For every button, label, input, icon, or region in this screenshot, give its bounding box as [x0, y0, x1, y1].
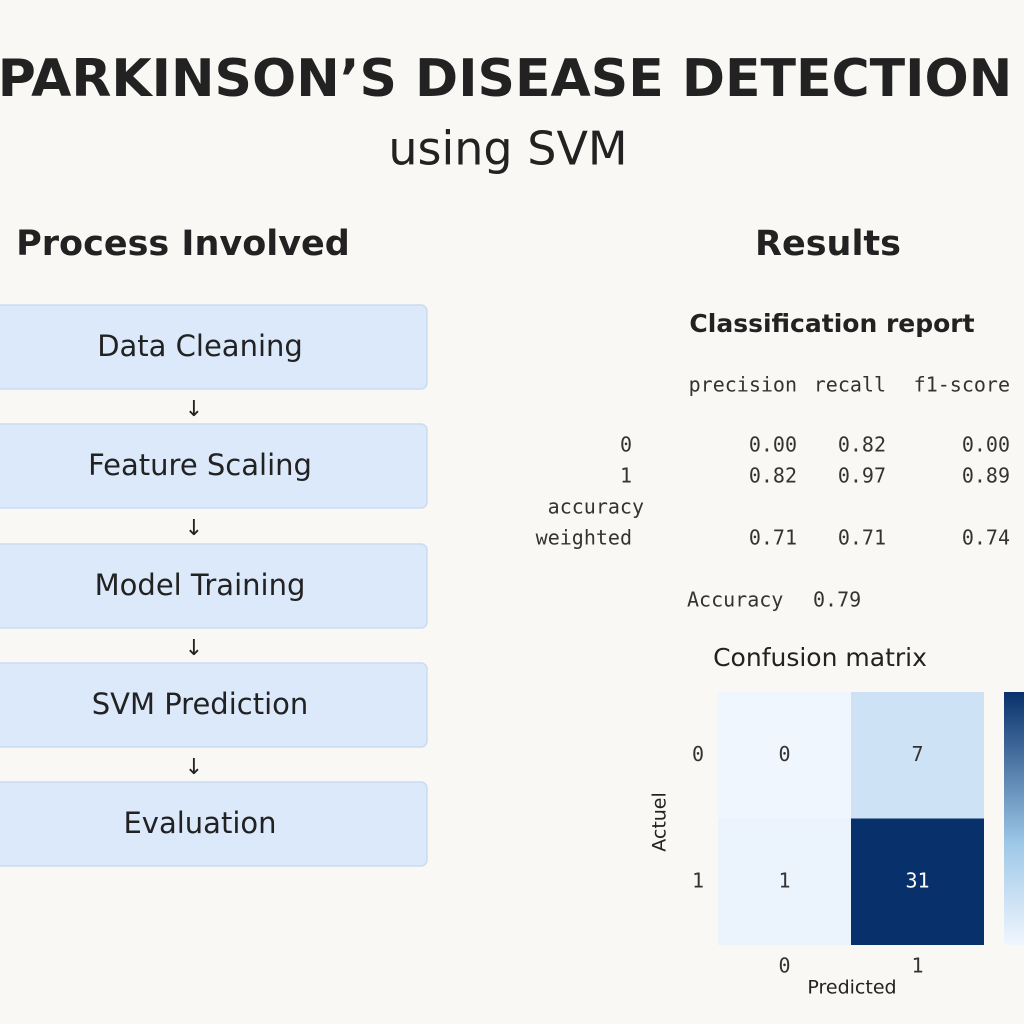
report-value: 0.82 — [838, 433, 886, 457]
section-title: Results — [755, 224, 901, 264]
report-value: 0.82 — [749, 464, 797, 488]
cell-value: 0 — [778, 742, 790, 766]
section-title: Process Involved — [16, 224, 350, 264]
cell-value: 31 — [905, 868, 929, 892]
subtitle: using SVM — [388, 122, 627, 176]
matrix-title: Confusion matrix — [713, 643, 927, 672]
step-label: Model Training — [95, 568, 306, 602]
matrix-cell — [718, 818, 851, 945]
accuracy-label: Accuracy — [687, 588, 783, 612]
report-value: 0.00 — [749, 433, 797, 457]
col-label: 1 — [911, 954, 923, 978]
report-value: 0.74 — [962, 526, 1010, 550]
report-header: f1-score — [914, 373, 1010, 397]
cell-value: 1 — [778, 868, 790, 892]
col-label: 0 — [778, 954, 790, 978]
report-header: precision — [689, 373, 797, 397]
report-value: 0.89 — [962, 464, 1010, 488]
step-box — [0, 423, 428, 509]
matrix-cell — [851, 818, 984, 945]
x-axis-label: Predicted — [807, 977, 896, 999]
cell-value: 7 — [911, 742, 923, 766]
accuracy-value: 0.79 — [813, 588, 861, 612]
step-arrow: ↓ — [185, 397, 203, 422]
report-value: 0.97 — [838, 464, 886, 488]
step-label: Feature Scaling — [88, 448, 312, 482]
step-box — [0, 304, 428, 390]
report-value: 0.71 — [838, 526, 886, 550]
step-box — [0, 662, 428, 748]
step-box — [0, 781, 428, 867]
step-box — [0, 543, 428, 629]
report-row-label: 0 — [620, 433, 632, 457]
title: PARKINSON’S DISEASE DETECTION — [0, 49, 1012, 109]
matrix-cell — [851, 692, 984, 819]
matrix-cell — [718, 692, 851, 819]
report-title: Classification report — [689, 309, 974, 338]
report-header: recall — [814, 373, 886, 397]
report-value: 0.00 — [962, 433, 1010, 457]
row-label: 1 — [692, 868, 704, 892]
step-label: Evaluation — [123, 806, 276, 840]
step-arrow: ↓ — [185, 516, 203, 541]
y-axis-label: Actuel — [649, 792, 671, 852]
row-label: 0 — [692, 742, 704, 766]
step-label: Data Cleaning — [97, 329, 303, 363]
colorbar — [1004, 692, 1024, 945]
report-row-label: 1 — [620, 464, 632, 488]
report-value: 0.71 — [749, 526, 797, 550]
step-arrow: ↓ — [185, 636, 203, 661]
step-label: SVM Prediction — [92, 687, 309, 721]
report-row-label: accuracy — [548, 495, 644, 519]
report-row-label: weighted — [536, 526, 632, 550]
step-arrow: ↓ — [185, 755, 203, 780]
